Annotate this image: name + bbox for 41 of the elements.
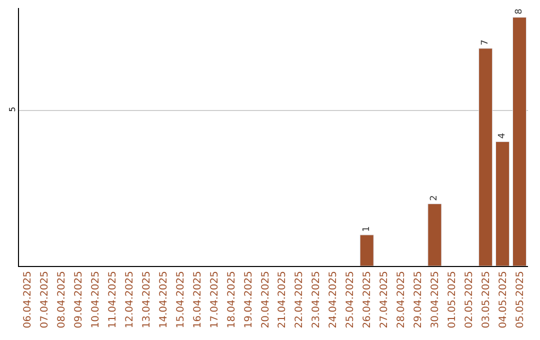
x-tick-label: 20.04.2025	[260, 271, 272, 328]
x-tick-label: 14.04.2025	[158, 271, 170, 328]
x-tick-label: 22.04.2025	[294, 271, 306, 328]
data-label: 2	[430, 195, 440, 201]
x-tick-label: 19.04.2025	[243, 271, 254, 328]
x-tick-label: 06.04.2025	[22, 271, 34, 328]
data-label: 8	[514, 8, 525, 14]
x-tick-label: 02.05.2025	[464, 271, 475, 328]
x-tick-label: 24.04.2025	[328, 271, 340, 328]
x-tick-label: 05.05.2025	[514, 271, 526, 328]
x-tick-label: 18.04.2025	[226, 271, 238, 328]
data-label: 7	[480, 40, 491, 46]
x-tick-label: 01.05.2025	[446, 271, 458, 328]
x-tick-label: 27.04.2025	[379, 271, 390, 328]
x-tick-label: 30.04.2025	[430, 271, 441, 328]
x-tick-label: 26.04.2025	[362, 271, 374, 328]
x-tick-label: 04.05.2025	[498, 271, 509, 328]
x-tick-label: 16.04.2025	[192, 271, 204, 328]
data-label: 1	[362, 226, 372, 232]
x-tick-label: 15.04.2025	[175, 271, 186, 328]
bar	[360, 234, 374, 266]
data-label: 4	[498, 132, 508, 139]
bar	[496, 141, 510, 266]
x-tick-label: 08.04.2025	[56, 271, 68, 328]
x-tick-label: 12.04.2025	[124, 271, 136, 328]
x-tick-label: 13.04.2025	[142, 271, 152, 328]
x-tick-label: 07.04.2025	[40, 271, 51, 328]
bar	[428, 204, 442, 266]
x-tick-label: 10.04.2025	[90, 271, 102, 328]
x-tick-label: 11.04.2025	[108, 271, 119, 328]
y-tick-label: 5	[8, 106, 17, 112]
x-tick-label: 03.05.2025	[480, 271, 492, 328]
x-tick-label: 09.04.2025	[74, 271, 85, 328]
x-tick-label: 28.04.2025	[396, 271, 407, 328]
x-tick-label: 25.04.2025	[345, 271, 356, 328]
bar	[512, 17, 527, 266]
x-tick-label: 29.04.2025	[412, 271, 424, 328]
bar	[478, 48, 493, 266]
x-tick-label: 17.04.2025	[209, 271, 220, 328]
x-tick-label: 23.04.2025	[311, 271, 322, 328]
x-tick-label: 21.04.2025	[277, 271, 288, 328]
